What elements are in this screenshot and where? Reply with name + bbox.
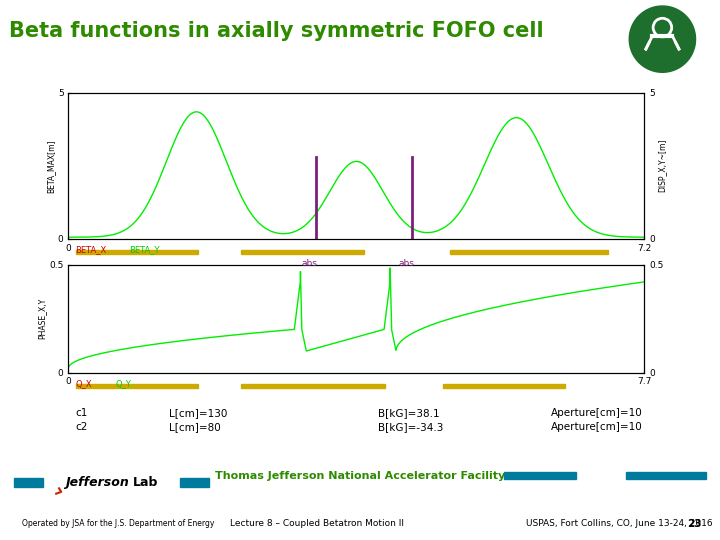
Y-axis label: PHASE_X,Y: PHASE_X,Y	[37, 298, 46, 339]
Text: Q_Y: Q_Y	[115, 379, 131, 388]
Bar	[180, 477, 209, 487]
Text: Aperture[cm]=10: Aperture[cm]=10	[551, 408, 642, 418]
Text: USPAS, Fort Collins, CO, June 13-24, 2016: USPAS, Fort Collins, CO, June 13-24, 201…	[526, 519, 712, 529]
Text: Lecture 8 – Coupled Betatron Motion II: Lecture 8 – Coupled Betatron Motion II	[230, 519, 404, 529]
Bar	[504, 472, 576, 480]
Polygon shape	[636, 12, 689, 66]
Text: B[kG]=-34.3: B[kG]=-34.3	[378, 422, 444, 433]
Y-axis label: DISP_X,Y~[m]: DISP_X,Y~[m]	[658, 139, 667, 192]
Text: Q_X: Q_X	[76, 379, 92, 388]
Text: Jefferson: Jefferson	[65, 476, 129, 489]
Text: BETA_X: BETA_X	[76, 245, 107, 254]
Text: BETA_Y: BETA_Y	[130, 245, 160, 254]
Text: abs: abs	[399, 259, 415, 268]
Text: Thomas Jefferson National Accelerator Facility: Thomas Jefferson National Accelerator Fa…	[215, 471, 505, 481]
Y-axis label: BETA_MAX[m]: BETA_MAX[m]	[46, 139, 55, 193]
Text: Operated by JSA for the J.S. Department of Energy: Operated by JSA for the J.S. Department …	[22, 519, 214, 529]
Text: 23: 23	[688, 519, 702, 529]
Text: Lab: Lab	[133, 476, 158, 489]
Text: c2: c2	[76, 422, 88, 433]
Text: B[kG]=38.1: B[kG]=38.1	[378, 408, 440, 418]
Polygon shape	[629, 6, 696, 72]
Text: L[cm]=130: L[cm]=130	[169, 408, 228, 418]
Text: c1: c1	[76, 408, 88, 418]
Text: L[cm]=80: L[cm]=80	[169, 422, 221, 433]
Text: Beta functions in axially symmetric FOFO cell: Beta functions in axially symmetric FOFO…	[9, 21, 544, 42]
Text: Aperture[cm]=10: Aperture[cm]=10	[551, 422, 642, 433]
Text: abs: abs	[302, 259, 318, 268]
Bar	[14, 477, 43, 487]
Bar	[626, 472, 706, 480]
